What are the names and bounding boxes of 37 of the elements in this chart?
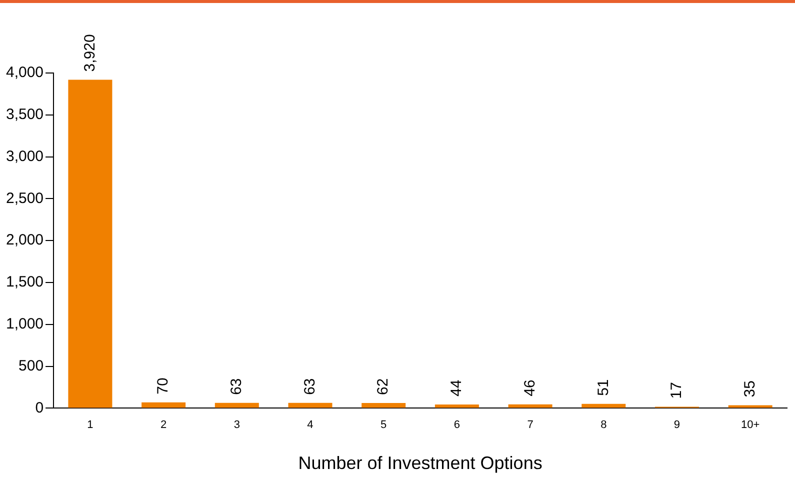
x-tick-label: 4: [307, 418, 314, 431]
x-tick-label: 5: [380, 418, 387, 431]
x-tick-label: 10+: [740, 418, 760, 431]
bar: [582, 404, 626, 408]
bar: [214, 402, 259, 408]
x-tick-label: 2: [160, 418, 167, 431]
x-tick-label: 1: [87, 418, 94, 431]
bar: [142, 402, 186, 408]
x-tick-label: 9: [674, 418, 680, 431]
data-label: 70: [154, 378, 172, 394]
bar: [288, 402, 332, 408]
data-label: 44: [448, 380, 466, 397]
bar: [434, 404, 479, 408]
x-axis-title: Number of Investment Options: [298, 453, 542, 474]
y-tick-label: 3,500: [6, 106, 44, 124]
bar: [68, 80, 112, 408]
x-tick-label: 3: [234, 418, 240, 431]
data-label: 35: [741, 380, 758, 398]
bar: [362, 403, 406, 408]
data-label: 62: [374, 378, 392, 396]
y-tick-label: 0: [35, 399, 44, 416]
y-tick-label: 500: [18, 357, 44, 374]
x-tick-label: 8: [600, 418, 607, 431]
x-tick-label: 7: [527, 418, 534, 431]
data-label: 17: [668, 382, 686, 399]
y-tick-label: 4,000: [6, 64, 44, 82]
data-label: 63: [301, 378, 318, 395]
data-label: 3,920: [81, 34, 98, 72]
y-tick-label: 1,000: [6, 316, 44, 333]
y-tick-label: 1,500: [6, 274, 44, 291]
data-label: 51: [594, 379, 612, 396]
x-tick-label: 6: [454, 418, 460, 431]
y-tick-label: 2,000: [6, 232, 44, 249]
y-tick-label: 3,000: [6, 148, 44, 165]
data-label: 63: [228, 378, 246, 395]
data-label: 46: [521, 380, 538, 396]
y-tick-label: 2,500: [6, 190, 44, 207]
